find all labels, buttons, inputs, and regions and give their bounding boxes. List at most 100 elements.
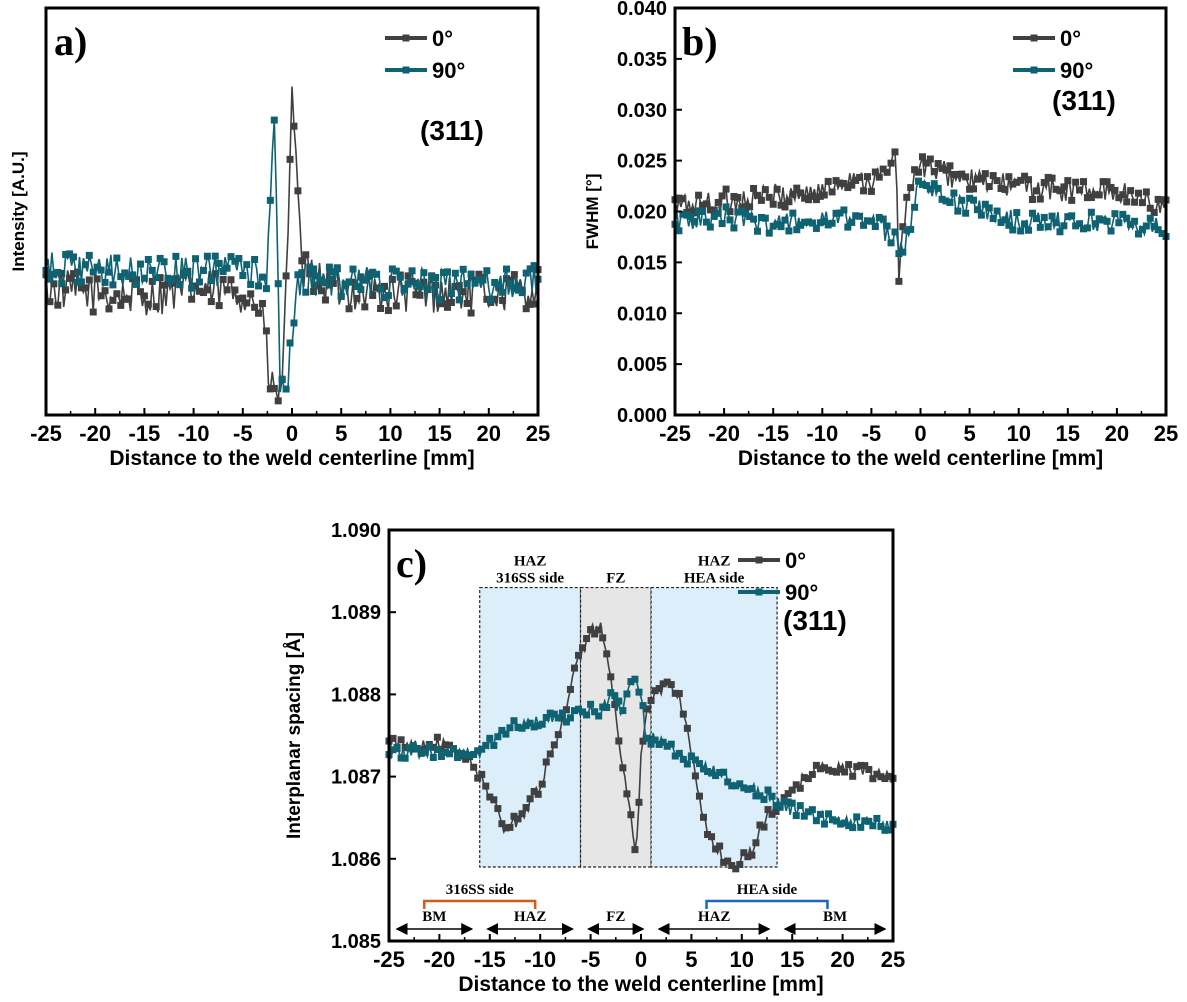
x-tick-label: 15 [1056, 421, 1080, 446]
x-tick-label: -15 [129, 421, 161, 446]
data-point [607, 689, 615, 697]
data-point [89, 268, 97, 276]
data-point [542, 758, 550, 766]
data-point [129, 275, 137, 283]
data-point [930, 167, 938, 175]
data-point [247, 290, 255, 298]
data-point [70, 270, 78, 278]
data-point [81, 284, 89, 292]
data-point [1028, 209, 1036, 217]
y-tick-label: 1.090 [331, 520, 381, 542]
data-point [647, 740, 655, 748]
data-point [789, 190, 797, 198]
data-point [117, 301, 125, 309]
data-point [70, 253, 78, 261]
data-point [958, 196, 966, 204]
data-point [534, 790, 542, 798]
data-point [789, 209, 797, 217]
data-point [384, 292, 392, 300]
data-point [1017, 176, 1025, 184]
data-point [1115, 219, 1123, 227]
data-point [1111, 210, 1119, 218]
data-point [105, 305, 113, 313]
data-point [611, 700, 619, 708]
data-point [750, 184, 758, 192]
data-point [321, 279, 329, 287]
data-point [938, 164, 946, 172]
side-bracket-label: 316SS side [446, 882, 514, 898]
data-point [942, 197, 950, 205]
data-point [215, 302, 223, 310]
data-point [828, 188, 836, 196]
data-point [712, 772, 720, 780]
data-point [1056, 187, 1064, 195]
data-point [800, 812, 808, 820]
data-point [1064, 213, 1072, 221]
data-point [1103, 217, 1111, 225]
data-point [404, 280, 412, 288]
data-point [1005, 221, 1013, 229]
data-point [499, 296, 507, 304]
data-point [805, 196, 813, 204]
data-point [526, 795, 534, 803]
data-point [1001, 216, 1009, 224]
data-point [211, 270, 219, 278]
data-point [989, 172, 997, 180]
data-point [812, 761, 820, 769]
data-point [962, 209, 970, 217]
data-point [611, 692, 619, 700]
region-haz-2 [650, 586, 778, 868]
data-point [824, 177, 832, 185]
region-label: HAZ [698, 554, 731, 570]
data-point [867, 217, 875, 225]
data-point [1146, 214, 1154, 222]
data-point [1005, 173, 1013, 181]
data-point [695, 191, 703, 199]
data-point [433, 733, 441, 741]
x-tick-label: 25 [526, 421, 550, 446]
data-point [474, 774, 482, 782]
data-point [125, 272, 133, 280]
data-point [77, 284, 85, 292]
data-point [1032, 187, 1040, 195]
data-point [302, 251, 310, 259]
data-point [926, 185, 934, 193]
data-point [627, 678, 635, 686]
data-point [101, 287, 109, 295]
y-axis-label: Interplanar spacing [Å] [284, 632, 305, 839]
x-tick-label: -15 [474, 947, 506, 972]
data-point [1131, 217, 1139, 225]
data-point [844, 184, 852, 192]
data-point [895, 250, 903, 258]
data-point [1135, 230, 1143, 238]
data-point [369, 268, 377, 276]
data-point [172, 252, 180, 260]
data-point [599, 634, 607, 642]
zone-label: HAZ [698, 909, 731, 925]
data-point [188, 295, 196, 303]
data-point [740, 849, 748, 857]
data-point [887, 239, 895, 247]
data-point [903, 226, 911, 234]
data-point [510, 271, 518, 279]
data-point [742, 203, 750, 211]
data-point [290, 122, 298, 130]
x-tick-label: 20 [477, 421, 501, 446]
x-tick-label: -5 [233, 421, 253, 446]
data-point [522, 722, 530, 730]
x-tick-label: 10 [730, 947, 754, 972]
data-point [687, 752, 695, 760]
panel-label: c) [396, 541, 427, 586]
data-point [575, 651, 583, 659]
data-point [857, 823, 865, 831]
data-point [109, 296, 117, 304]
data-point [824, 810, 832, 818]
data-point [708, 833, 716, 841]
data-point [784, 790, 792, 798]
data-point [714, 209, 722, 217]
panel-a: -25 -20 -15 -10 -5 0 5 10 15 20 25 a) Distance to … [9, 6, 550, 470]
data-point [895, 277, 903, 285]
data-point [1036, 195, 1044, 203]
data-point [659, 680, 667, 688]
data-point [1032, 215, 1040, 223]
